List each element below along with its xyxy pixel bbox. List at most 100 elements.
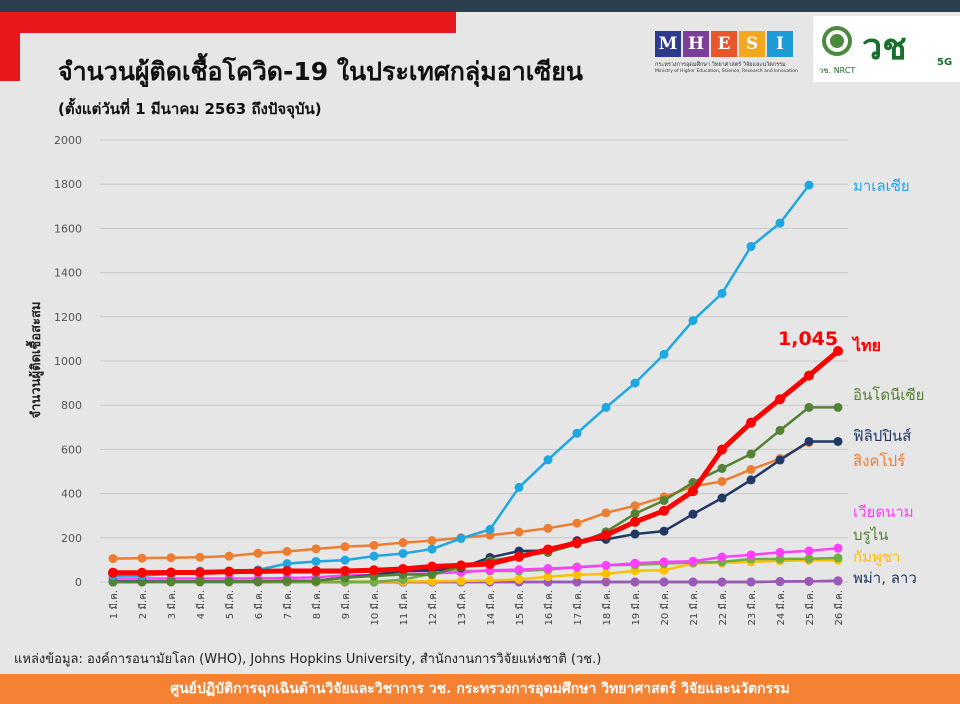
data-point [601,560,611,570]
data-point [601,530,611,541]
mhesi-letter: M [655,31,681,57]
x-tick-label: 11 มี.ค. [398,590,410,626]
x-tick-label: 4 มี.ค. [195,590,207,619]
page-subtitle: (ตั้งแต่วันที่ 1 มีนาคม 2563 ถึงปัจจุบัน… [58,100,322,118]
source-note: แหล่งข้อมูล: องค์การอนามัยโลก (WHO), Joh… [14,652,602,667]
data-point [659,565,669,575]
data-point [485,558,495,569]
data-point [543,455,553,465]
data-point [688,577,698,587]
y-tick-label: 1200 [54,311,82,324]
data-point [630,516,640,527]
data-point [717,476,727,486]
data-point [224,551,234,561]
data-point [601,577,611,587]
data-point [804,436,814,446]
x-tick-label: 18 มี.ค. [601,590,613,626]
data-point [688,556,698,566]
x-tick-label: 20 มี.ค. [659,590,671,626]
data-point [253,576,263,586]
y-tick-label: 800 [61,399,82,412]
data-point [427,569,437,579]
data-point [717,577,727,587]
x-tick-label: 16 มี.ค. [543,590,555,626]
data-point [253,566,263,577]
data-point [311,565,321,576]
data-point [775,547,785,557]
data-point [601,402,611,412]
x-tick-label: 3 มี.ค. [166,590,178,619]
data-point [572,537,582,548]
data-point [572,562,582,572]
data-point [717,463,727,473]
data-point [108,567,118,578]
data-point [543,564,553,574]
x-tick-label: 7 มี.ค. [282,590,294,619]
data-point [514,551,524,562]
data-point [717,444,727,455]
x-tick-label: 24 มี.ค. [775,590,787,626]
data-point [804,554,814,564]
data-point [398,548,408,558]
x-tick-label: 22 มี.ค. [717,590,729,626]
data-point [282,576,292,586]
data-point [456,533,466,543]
data-point [108,577,118,587]
data-point [659,349,669,359]
vc-logo: วช [862,27,907,68]
mhesi-subtitle-en: Ministry of Higher Education, Science, R… [655,69,798,74]
series-label: บรูไน [853,526,888,544]
data-point [746,242,756,252]
x-tick-label: 8 มี.ค. [311,590,323,619]
series-label: ฟิลิปปินส์ [853,427,911,445]
data-point [340,573,350,583]
data-point [224,577,234,587]
data-point [775,425,785,435]
data-point [224,566,234,577]
data-point [804,180,814,190]
data-point [485,524,495,534]
y-tick-label: 600 [61,443,82,456]
mhesi-letter: H [683,31,709,57]
mhesi-letter: I [767,31,793,57]
series-label: มาเลเซีย [853,177,910,195]
data-point [833,553,843,563]
data-point [833,346,843,357]
data-point [630,378,640,388]
data-point [137,553,147,563]
footer-bar: ศูนย์ปฏิบัติการฉุกเฉินด้านวิจัยและวิชากา… [0,674,960,704]
vc-5g-badge: 5G [937,57,953,68]
series-line [113,184,810,577]
y-tick-label: 1800 [54,178,82,191]
data-point [166,553,176,563]
data-point [833,576,843,586]
data-point [427,536,437,546]
data-point [833,402,843,412]
x-tick-label: 17 มี.ค. [572,590,584,626]
y-tick-label: 0 [75,576,82,589]
data-point [514,527,524,537]
data-point [746,449,756,459]
x-tick-label: 10 มี.ค. [369,590,381,626]
data-point [688,486,698,497]
series-line [113,546,839,580]
data-point [659,526,669,536]
data-point [572,428,582,438]
x-tick-label: 9 มี.ค. [340,590,352,619]
data-point [166,567,176,578]
data-point [688,316,698,326]
data-point [543,523,553,533]
x-tick-label: 21 มี.ค. [688,590,700,626]
x-tick-label: 25 มี.ค. [804,590,816,626]
red-accent-bar [0,12,456,33]
data-point [717,552,727,562]
y-axis-label: จำนวนผู้ติดเชื้อสะสม [25,302,44,419]
data-point [427,544,437,554]
data-point [195,567,205,578]
data-point [340,555,350,565]
data-point [427,561,437,572]
data-point [659,495,669,505]
data-point [804,370,814,381]
data-point [137,577,147,587]
